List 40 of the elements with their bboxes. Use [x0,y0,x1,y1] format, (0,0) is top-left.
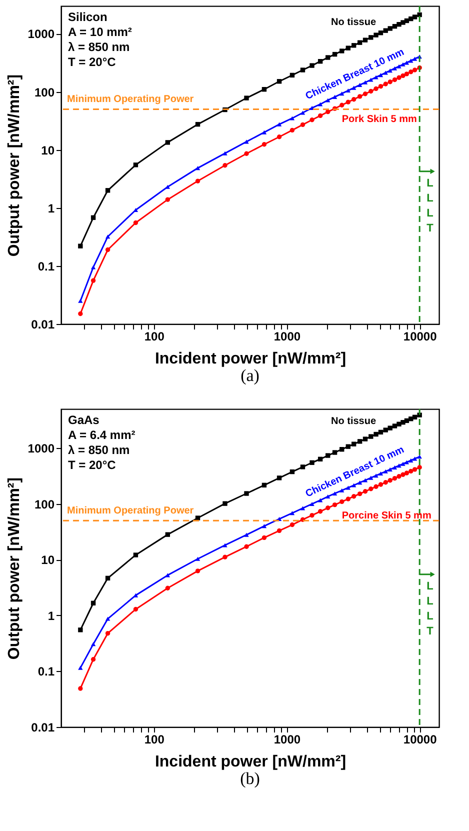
y-tick-label: 1 [48,608,55,623]
y-tick-label: 0.01 [31,318,55,332]
series-label: No tissue [331,416,376,428]
y-tick-label: 100 [34,85,55,100]
ref-line-label: Minimum Operating Power [67,506,194,517]
y-tick-label: 10 [41,143,55,158]
x-axis-title: Incident power [nW/mm²] [154,350,346,368]
annotation: Silicon [68,10,108,24]
annotation: A = 6.4 mm² [68,428,136,442]
x-tick-label: 100 [144,732,165,746]
y-axis-title: Output power [nW/mm²] [6,74,23,257]
y-tick-label: 1 [48,201,55,216]
annotation: λ = 850 nm [68,443,130,457]
annotation: λ = 850 nm [68,40,130,54]
y-tick-label: 1000 [28,442,55,456]
ref-line-label: LLLT [426,177,434,234]
text: (a) [240,366,260,385]
ref-line-label: LLLT [426,580,434,638]
x-tick-label: 1000 [274,330,301,344]
y-tick-label: 0.01 [31,720,55,734]
x-tick-label: 10000 [403,330,438,344]
y-tick-label: 0.1 [38,259,55,274]
text: (b) [240,769,260,788]
y-axis-title: Output power [nW/mm²] [6,477,23,660]
annotation: GaAs [68,413,100,427]
x-tick-label: 10000 [403,732,438,746]
series-label: No tissue [331,17,376,28]
y-tick-label: 10 [41,553,55,568]
series-label: Pork Skin 5 mm [342,114,417,126]
x-axis-title: Incident power [nW/mm²] [154,754,346,770]
x-tick-label: 100 [144,330,165,344]
annotation: A = 10 mm² [68,25,132,39]
annotation: T = 20°C [68,55,116,69]
ref-line-label: Minimum Operating Power [67,94,194,106]
x-tick-label: 1000 [274,732,301,746]
y-tick-label: 100 [34,497,55,512]
y-tick-label: 1000 [28,27,55,42]
annotation: T = 20°C [68,458,116,472]
series-label: Porcine Skin 5 mm [342,510,432,522]
y-tick-label: 0.1 [38,664,55,679]
